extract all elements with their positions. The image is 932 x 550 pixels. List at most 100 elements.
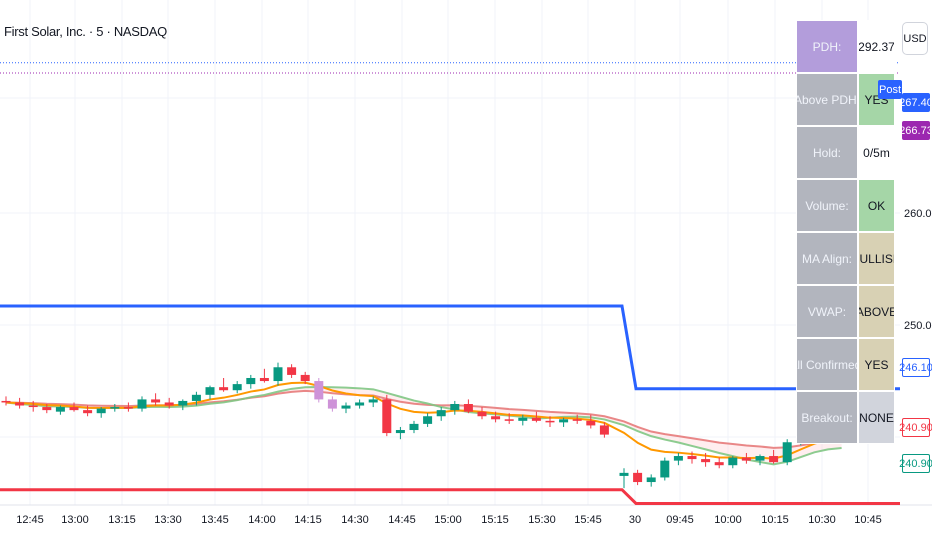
- post-market-tag: Post: [878, 80, 902, 99]
- status-row: Above PDH: YES: [796, 73, 895, 126]
- candle: [599, 422, 609, 438]
- status-label: MA Align:: [796, 232, 858, 285]
- y-tick-label: 250.00: [904, 320, 932, 332]
- post-price-tag: 267.40: [899, 93, 932, 112]
- candle: [137, 396, 147, 412]
- candle-body: [151, 399, 161, 403]
- candle: [232, 381, 242, 394]
- candle-body: [531, 417, 541, 421]
- candle-body: [137, 399, 147, 409]
- status-row: Hold: 0/5m: [796, 126, 895, 179]
- candle: [164, 397, 174, 409]
- candle: [327, 396, 337, 412]
- candle-body: [714, 462, 724, 466]
- candle-body: [327, 399, 337, 409]
- candle: [246, 374, 256, 389]
- candle-body: [545, 420, 555, 423]
- candle-body: [246, 377, 256, 385]
- candle: [191, 391, 201, 406]
- candle-body: [504, 419, 514, 421]
- candle: [463, 399, 473, 414]
- status-row: MA Align:BULLISH: [796, 232, 895, 285]
- candle: [83, 405, 93, 417]
- candle: [741, 452, 751, 464]
- candle: [409, 420, 419, 434]
- candle: [755, 454, 765, 466]
- status-label: Above PDH:: [796, 73, 858, 126]
- candle-body: [1, 400, 11, 403]
- candle-body: [110, 407, 120, 409]
- candle: [646, 474, 656, 487]
- candle: [355, 399, 365, 409]
- candle: [559, 417, 569, 427]
- red-level-tag: 240.90: [899, 418, 932, 437]
- candle: [42, 404, 52, 414]
- candlesticks: [1, 362, 847, 489]
- x-tick-label: 14:00: [248, 514, 276, 526]
- candle-body: [219, 387, 229, 391]
- candle: [273, 362, 283, 386]
- candle: [701, 452, 711, 467]
- x-tick-label: 13:45: [201, 514, 229, 526]
- candle: [219, 377, 229, 392]
- candle-body: [646, 477, 656, 483]
- candle: [782, 439, 792, 466]
- x-tick-label: 09:45: [666, 514, 694, 526]
- candle-body: [164, 402, 174, 406]
- candle: [341, 402, 351, 414]
- status-row: All Confirmed:YES: [796, 338, 895, 391]
- candle-body: [314, 381, 324, 400]
- status-label: Volume:: [796, 179, 858, 232]
- status-row: Volume: OK: [796, 179, 895, 232]
- candle-body: [673, 456, 683, 461]
- candle: [436, 407, 446, 421]
- candle: [660, 457, 670, 481]
- candle: [69, 402, 79, 412]
- candle-body: [687, 456, 697, 460]
- chart-title[interactable]: First Solar, Inc. · 5 · NASDAQ: [4, 24, 167, 39]
- candle: [259, 368, 269, 383]
- candle: [491, 411, 501, 423]
- x-tick-label: 15:30: [528, 514, 556, 526]
- candle: [368, 396, 378, 408]
- candle-body: [259, 377, 269, 382]
- candle-body: [450, 404, 460, 411]
- chart-grid: [0, 0, 932, 506]
- candle-body: [518, 417, 528, 421]
- candle-body: [69, 407, 79, 411]
- candle: [687, 451, 697, 464]
- candle: [728, 456, 738, 469]
- candle-body: [382, 399, 392, 434]
- x-tick-label: 14:15: [294, 514, 322, 526]
- candle: [531, 411, 541, 423]
- status-label: Hold:: [796, 126, 858, 179]
- candle-body: [423, 416, 433, 424]
- candle: [28, 400, 38, 412]
- currency-button[interactable]: USD: [902, 22, 928, 55]
- candle-body: [191, 394, 201, 401]
- ma-green: [5, 386, 842, 466]
- x-tick-label: 12:45: [16, 514, 44, 526]
- candle: [15, 397, 25, 409]
- candle: [205, 385, 215, 400]
- candle: [178, 399, 188, 411]
- candle-body: [42, 407, 52, 411]
- status-value: 0/5m: [858, 126, 895, 179]
- candle-body: [619, 472, 629, 476]
- candle-body: [232, 384, 242, 391]
- x-tick-label: 13:30: [154, 514, 182, 526]
- candle: [1, 396, 11, 406]
- candle: [545, 416, 555, 427]
- candle: [110, 404, 120, 412]
- status-label: VWAP:: [796, 285, 858, 338]
- candle-body: [300, 374, 310, 382]
- candle: [96, 407, 106, 418]
- status-value: BULLISH: [858, 232, 895, 285]
- candle: [518, 414, 528, 426]
- candle-body: [728, 457, 738, 466]
- candle: [769, 449, 779, 464]
- candle-body: [123, 407, 133, 409]
- candle: [477, 407, 487, 420]
- status-value: ABOVE: [858, 285, 895, 338]
